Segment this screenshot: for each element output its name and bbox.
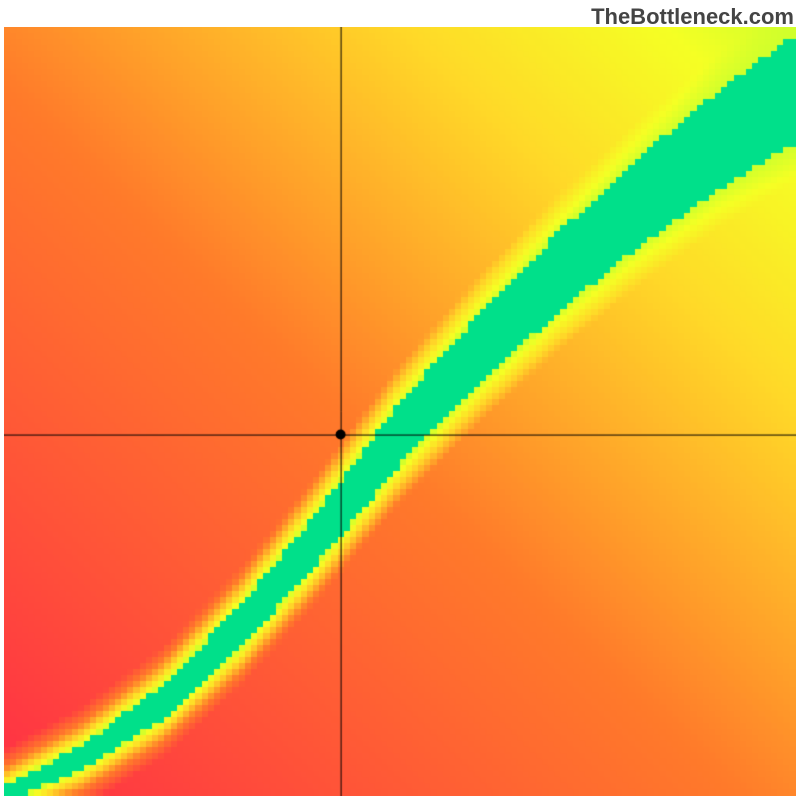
chart-container: TheBottleneck.com bbox=[0, 0, 800, 800]
watermark-text: TheBottleneck.com bbox=[591, 4, 794, 30]
bottleneck-heatmap bbox=[4, 27, 796, 796]
